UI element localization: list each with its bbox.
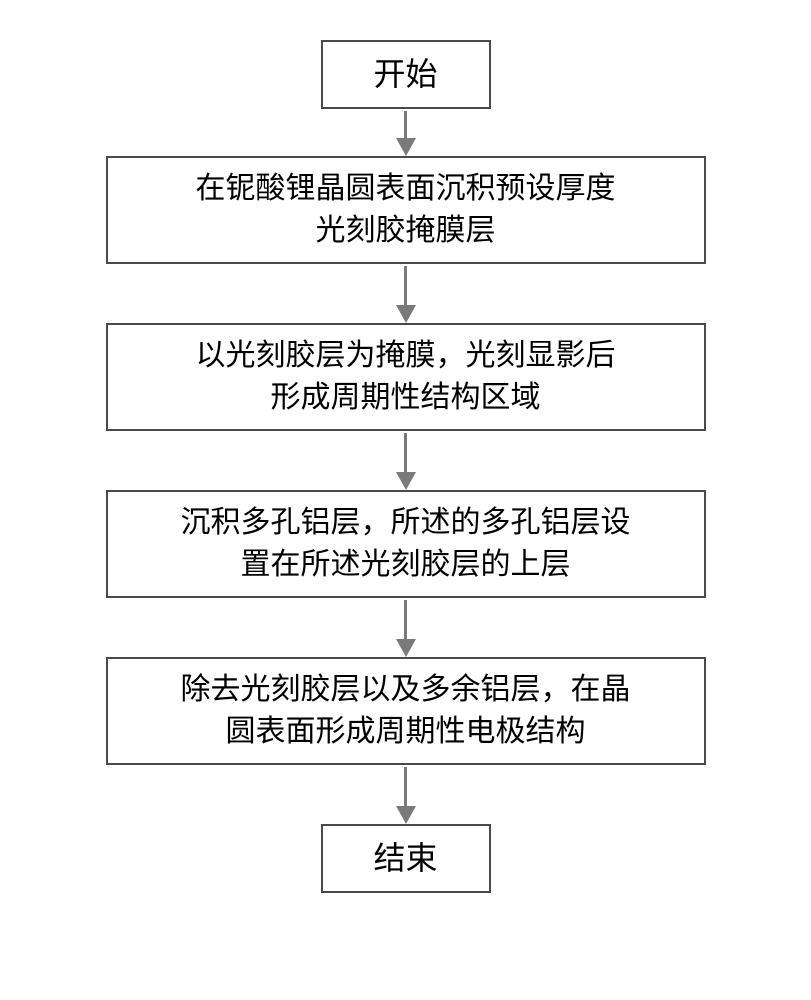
end-box: 结束 (321, 824, 491, 893)
arrow-4 (396, 600, 416, 657)
step-4-box: 除去光刻胶层以及多余铝层，在晶 圆表面形成周期性电极结构 (106, 657, 706, 765)
arrow-head (396, 639, 416, 657)
step-1-line-2: 光刻胶掩膜层 (316, 214, 496, 247)
step-2-line-2: 形成周期性结构区域 (271, 381, 541, 414)
arrow-3 (396, 433, 416, 490)
step-1-box: 在铌酸锂晶圆表面沉积预设厚度 光刻胶掩膜层 (106, 156, 706, 264)
arrow-head (396, 305, 416, 323)
arrow-2 (396, 266, 416, 323)
arrow-line (404, 433, 407, 473)
start-label: 开始 (373, 56, 437, 92)
end-label: 结束 (373, 840, 437, 876)
flowchart-container: 开始 在铌酸锂晶圆表面沉积预设厚度 光刻胶掩膜层 以光刻胶层为掩膜，光刻显影后 … (106, 40, 706, 893)
arrow-head (396, 138, 416, 156)
step-4-line-1: 除去光刻胶层以及多余铝层，在晶 (181, 673, 631, 706)
start-box: 开始 (321, 40, 491, 109)
step-3-line-2: 置在所述光刻胶层的上层 (241, 548, 571, 581)
arrow-line (404, 600, 407, 640)
arrow-line (404, 111, 407, 139)
arrow-head (396, 472, 416, 490)
arrow-1 (396, 111, 416, 156)
step-2-box: 以光刻胶层为掩膜，光刻显影后 形成周期性结构区域 (106, 323, 706, 431)
step-2-line-1: 以光刻胶层为掩膜，光刻显影后 (196, 339, 616, 372)
arrow-head (396, 806, 416, 824)
arrow-5 (396, 767, 416, 824)
step-3-box: 沉积多孔铝层，所述的多孔铝层设 置在所述光刻胶层的上层 (106, 490, 706, 598)
arrow-line (404, 767, 407, 807)
step-1-line-1: 在铌酸锂晶圆表面沉积预设厚度 (196, 172, 616, 205)
step-4-line-2: 圆表面形成周期性电极结构 (226, 715, 586, 748)
arrow-line (404, 266, 407, 306)
step-3-line-1: 沉积多孔铝层，所述的多孔铝层设 (181, 506, 631, 539)
